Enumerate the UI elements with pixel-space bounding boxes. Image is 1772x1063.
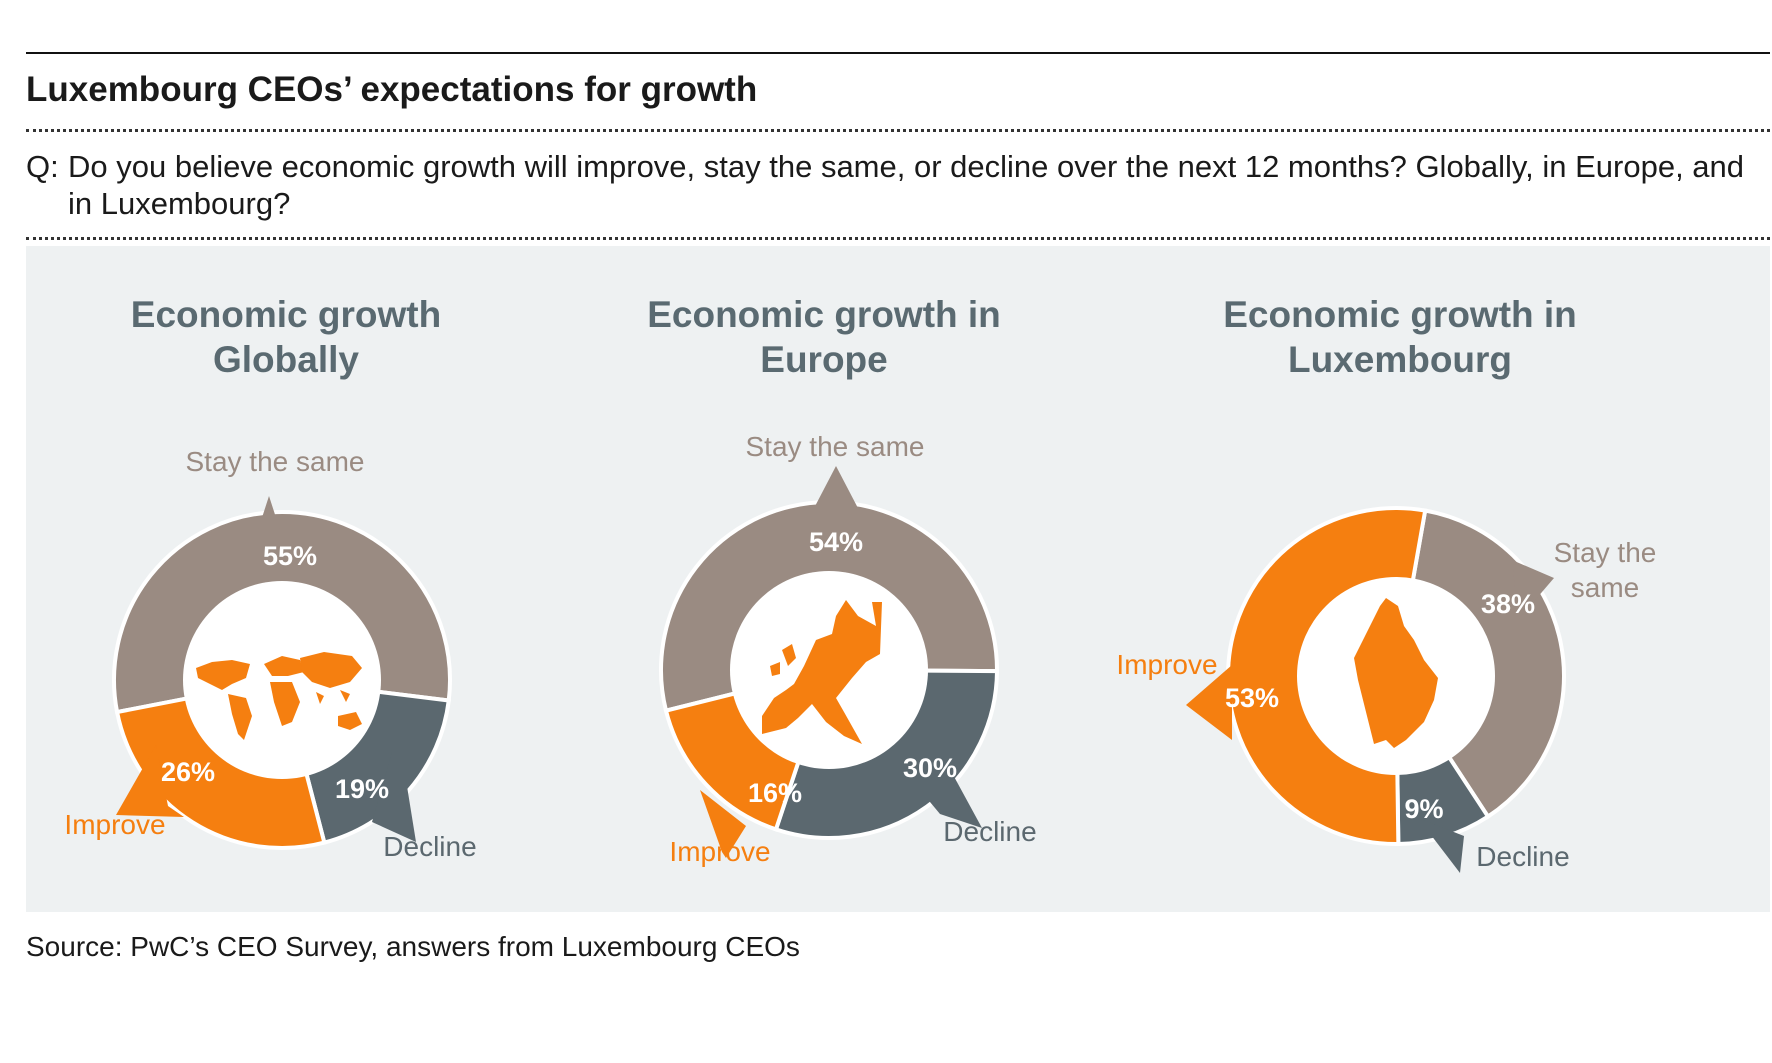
value-label-improve: 16%	[748, 778, 802, 808]
category-label-improve: Improve	[669, 836, 770, 867]
chart-title-line: Europe	[760, 339, 888, 380]
chart-title-line: Economic growth	[130, 294, 442, 335]
category-label-stay: Stay the same	[186, 446, 365, 477]
pointer-decline	[1418, 818, 1464, 873]
chart-title-line: Economic growth in	[647, 294, 1001, 335]
chart-title-globally: Economic growth Globally	[26, 292, 546, 382]
chart-title-line: Economic growth in	[1223, 294, 1577, 335]
question-prefix: Q:	[26, 149, 59, 184]
value-label-decline: 9%	[1404, 794, 1443, 824]
dotted-divider-top	[26, 129, 1770, 132]
category-label-stay-line-1: Stay the	[1554, 537, 1657, 568]
pointer-improve	[700, 790, 746, 858]
value-label-stay: 38%	[1481, 589, 1535, 619]
donut-europe: 54% 30% 16% Stay the same Decline Improv…	[659, 431, 1037, 867]
donut-hole	[183, 581, 381, 779]
pointer-improve	[116, 745, 184, 817]
chart-title-luxembourg: Economic growth in Luxembourg	[1140, 292, 1660, 382]
category-label-stay-line-2: same	[1571, 572, 1639, 603]
value-label-improve: 26%	[161, 757, 215, 787]
world-map-icon	[196, 652, 362, 740]
europe-map-icon	[762, 600, 882, 744]
donut-luxembourg: 38% 9% 53% Stay the same Decline Improve	[1116, 506, 1657, 873]
category-label-stay: Stay the same	[746, 431, 925, 462]
luxembourg-map-icon	[1354, 598, 1438, 748]
category-label-improve: Improve	[64, 809, 165, 840]
category-label-decline: Decline	[943, 816, 1036, 847]
chart-title-europe: Economic growth in Europe	[564, 292, 1084, 382]
value-label-decline: 19%	[335, 774, 389, 804]
pointer-decline	[920, 760, 982, 828]
source-note: Source: PwC’s CEO Survey, answers from L…	[26, 931, 800, 962]
chart-title-line: Luxembourg	[1287, 339, 1513, 380]
chart-title-line: Globally	[213, 339, 359, 380]
value-label-decline: 30%	[903, 753, 957, 783]
value-label-stay: 55%	[263, 541, 317, 571]
value-label-improve: 53%	[1225, 683, 1279, 713]
value-label-stay: 54%	[809, 527, 863, 557]
question-text: Do you believe economic growth will impr…	[68, 149, 1745, 221]
top-rule	[26, 52, 1770, 54]
page-title: Luxembourg CEOs’ expectations for growth	[26, 70, 758, 109]
category-label-decline: Decline	[1476, 841, 1569, 872]
dotted-divider-bottom	[26, 237, 1770, 240]
pointer-improve	[1186, 665, 1232, 740]
pointer-decline	[372, 752, 416, 842]
pointer-stay-the-same	[258, 496, 280, 530]
pointer-stay-the-same	[812, 466, 860, 512]
survey-question: Q: Do you believe economic growth will i…	[26, 148, 1766, 222]
category-label-improve: Improve	[1116, 649, 1217, 680]
category-label-decline: Decline	[383, 831, 476, 862]
pointer-stay-the-same	[1512, 560, 1554, 620]
donut-globally: 55% 19% 26% Stay the same Decline Improv…	[64, 446, 476, 862]
